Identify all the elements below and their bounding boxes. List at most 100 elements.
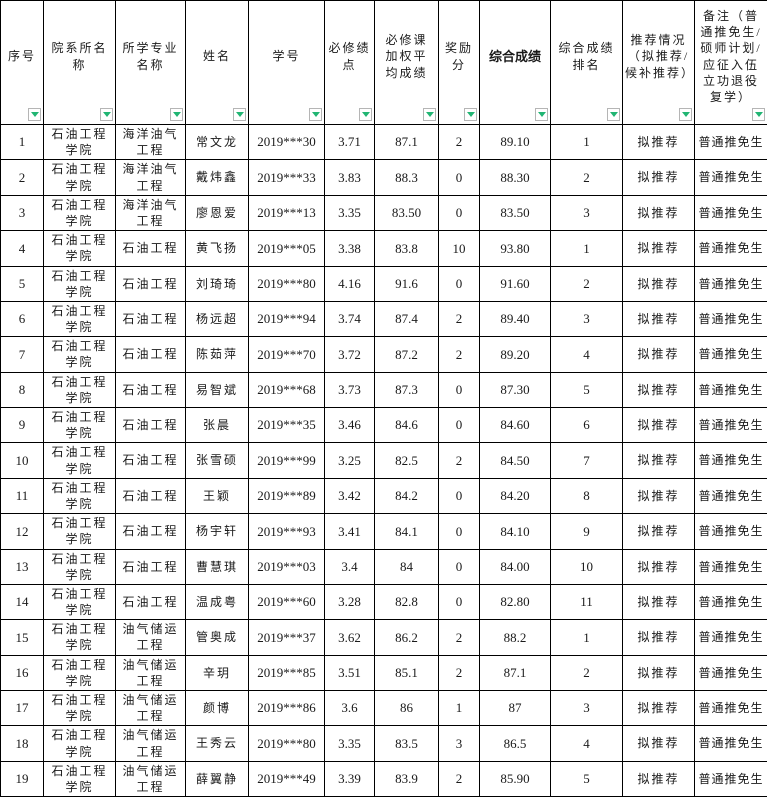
cell-weighted[interactable]: 83.9 [375, 761, 439, 796]
cell-index[interactable]: 4 [1, 231, 44, 266]
cell-student_id[interactable]: 2019***03 [249, 549, 325, 584]
column-header-rank[interactable]: 综合成绩排名 [551, 1, 623, 125]
cell-recommendation[interactable]: 拟推荐 [623, 301, 695, 336]
filter-dropdown-button-gpa[interactable] [359, 108, 372, 121]
cell-bonus[interactable]: 0 [439, 160, 480, 195]
cell-gpa[interactable]: 3.83 [325, 160, 375, 195]
cell-bonus[interactable]: 0 [439, 549, 480, 584]
cell-composite[interactable]: 82.80 [480, 584, 551, 619]
cell-rank[interactable]: 1 [551, 620, 623, 655]
cell-weighted[interactable]: 84.1 [375, 514, 439, 549]
filter-dropdown-button-index[interactable] [28, 108, 41, 121]
cell-composite[interactable]: 89.20 [480, 337, 551, 372]
cell-major[interactable]: 石油工程 [116, 266, 186, 301]
cell-major[interactable]: 石油工程 [116, 443, 186, 478]
cell-college[interactable]: 石油工程学院 [44, 337, 116, 372]
cell-composite[interactable]: 84.60 [480, 408, 551, 443]
cell-name[interactable]: 杨宇轩 [186, 514, 249, 549]
cell-weighted[interactable]: 87.4 [375, 301, 439, 336]
filter-dropdown-button-note[interactable] [752, 108, 765, 121]
cell-note[interactable]: 普通推免生 [695, 549, 767, 584]
cell-student_id[interactable]: 2019***13 [249, 195, 325, 230]
cell-recommendation[interactable]: 拟推荐 [623, 337, 695, 372]
cell-major[interactable]: 石油工程 [116, 478, 186, 513]
cell-student_id[interactable]: 2019***93 [249, 514, 325, 549]
cell-rank[interactable]: 4 [551, 726, 623, 761]
cell-note[interactable]: 普通推免生 [695, 514, 767, 549]
cell-student_id[interactable]: 2019***80 [249, 266, 325, 301]
cell-note[interactable]: 普通推免生 [695, 337, 767, 372]
cell-college[interactable]: 石油工程学院 [44, 408, 116, 443]
cell-bonus[interactable]: 1 [439, 691, 480, 726]
cell-rank[interactable]: 5 [551, 761, 623, 796]
cell-name[interactable]: 张雪硕 [186, 443, 249, 478]
cell-weighted[interactable]: 87.1 [375, 125, 439, 160]
filter-dropdown-button-name[interactable] [233, 108, 246, 121]
cell-note[interactable]: 普通推免生 [695, 478, 767, 513]
cell-weighted[interactable]: 86 [375, 691, 439, 726]
column-header-student_id[interactable]: 学号 [249, 1, 325, 125]
cell-recommendation[interactable]: 拟推荐 [623, 584, 695, 619]
cell-weighted[interactable]: 88.3 [375, 160, 439, 195]
cell-index[interactable]: 11 [1, 478, 44, 513]
cell-composite[interactable]: 83.50 [480, 195, 551, 230]
cell-note[interactable]: 普通推免生 [695, 231, 767, 266]
cell-recommendation[interactable]: 拟推荐 [623, 620, 695, 655]
cell-bonus[interactable]: 2 [439, 337, 480, 372]
cell-recommendation[interactable]: 拟推荐 [623, 195, 695, 230]
cell-college[interactable]: 石油工程学院 [44, 620, 116, 655]
cell-recommendation[interactable]: 拟推荐 [623, 549, 695, 584]
cell-index[interactable]: 9 [1, 408, 44, 443]
cell-index[interactable]: 7 [1, 337, 44, 372]
cell-index[interactable]: 8 [1, 372, 44, 407]
cell-bonus[interactable]: 2 [439, 620, 480, 655]
cell-bonus[interactable]: 2 [439, 761, 480, 796]
column-header-weighted[interactable]: 必修课加权平均成绩 [375, 1, 439, 125]
cell-index[interactable]: 17 [1, 691, 44, 726]
cell-name[interactable]: 颜博 [186, 691, 249, 726]
cell-student_id[interactable]: 2019***49 [249, 761, 325, 796]
cell-rank[interactable]: 8 [551, 478, 623, 513]
cell-index[interactable]: 19 [1, 761, 44, 796]
cell-composite[interactable]: 88.30 [480, 160, 551, 195]
cell-college[interactable]: 石油工程学院 [44, 195, 116, 230]
cell-weighted[interactable]: 83.5 [375, 726, 439, 761]
cell-note[interactable]: 普通推免生 [695, 691, 767, 726]
cell-college[interactable]: 石油工程学院 [44, 231, 116, 266]
cell-index[interactable]: 1 [1, 125, 44, 160]
cell-note[interactable]: 普通推免生 [695, 584, 767, 619]
cell-index[interactable]: 13 [1, 549, 44, 584]
cell-bonus[interactable]: 0 [439, 372, 480, 407]
cell-name[interactable]: 易智斌 [186, 372, 249, 407]
cell-recommendation[interactable]: 拟推荐 [623, 372, 695, 407]
cell-major[interactable]: 油气储运工程 [116, 620, 186, 655]
cell-rank[interactable]: 5 [551, 372, 623, 407]
cell-composite[interactable]: 89.40 [480, 301, 551, 336]
cell-recommendation[interactable]: 拟推荐 [623, 160, 695, 195]
cell-rank[interactable]: 11 [551, 584, 623, 619]
cell-name[interactable]: 陈茹萍 [186, 337, 249, 372]
cell-bonus[interactable]: 0 [439, 584, 480, 619]
cell-weighted[interactable]: 84.2 [375, 478, 439, 513]
cell-note[interactable]: 普通推免生 [695, 266, 767, 301]
cell-name[interactable]: 管奥成 [186, 620, 249, 655]
cell-index[interactable]: 3 [1, 195, 44, 230]
cell-college[interactable]: 石油工程学院 [44, 443, 116, 478]
cell-note[interactable]: 普通推免生 [695, 195, 767, 230]
cell-bonus[interactable]: 2 [439, 301, 480, 336]
cell-note[interactable]: 普通推免生 [695, 443, 767, 478]
cell-student_id[interactable]: 2019***80 [249, 726, 325, 761]
cell-index[interactable]: 5 [1, 266, 44, 301]
cell-student_id[interactable]: 2019***68 [249, 372, 325, 407]
cell-weighted[interactable]: 83.8 [375, 231, 439, 266]
cell-name[interactable]: 薛翼静 [186, 761, 249, 796]
cell-major[interactable]: 石油工程 [116, 372, 186, 407]
cell-index[interactable]: 12 [1, 514, 44, 549]
cell-weighted[interactable]: 85.1 [375, 655, 439, 690]
cell-college[interactable]: 石油工程学院 [44, 584, 116, 619]
cell-composite[interactable]: 87.30 [480, 372, 551, 407]
cell-name[interactable]: 杨远超 [186, 301, 249, 336]
filter-dropdown-button-student_id[interactable] [309, 108, 322, 121]
cell-name[interactable]: 常文龙 [186, 125, 249, 160]
cell-student_id[interactable]: 2019***94 [249, 301, 325, 336]
